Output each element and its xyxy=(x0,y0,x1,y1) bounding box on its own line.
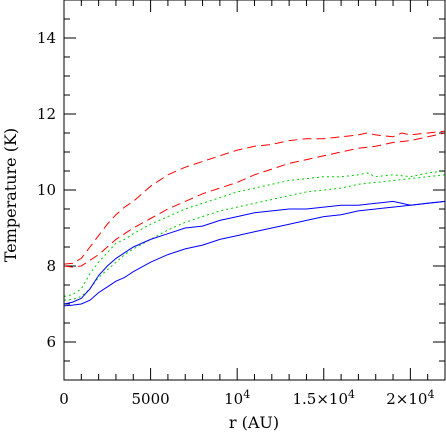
y-tick-label: 6 xyxy=(46,333,56,351)
x-tick-label: 104 xyxy=(224,388,250,408)
series-line-5 xyxy=(64,200,445,305)
y-axis-label: Temperature (K) xyxy=(1,128,20,262)
series-line-3 xyxy=(64,170,445,297)
y-tick-label: 14 xyxy=(37,29,56,47)
data-series xyxy=(64,130,445,307)
x-tick-label: 2×104 xyxy=(386,388,434,408)
x-axis-label: r (AU) xyxy=(229,413,279,432)
plot-frame xyxy=(63,0,446,381)
series-line-6 xyxy=(64,200,445,307)
tick-labels: 0 5000 104 1.5×104 2×104 6 8 10 12 14 xyxy=(37,29,435,408)
tick-marks xyxy=(63,0,446,381)
y-tick-label: 10 xyxy=(37,181,56,199)
series-line-4 xyxy=(64,174,445,301)
y-tick-label: 8 xyxy=(46,257,56,275)
x-tick-label: 5000 xyxy=(131,390,169,408)
x-tick-label: 0 xyxy=(59,390,69,408)
series-line-1 xyxy=(64,130,445,265)
x-tick-label: 1.5×104 xyxy=(293,388,356,408)
y-tick-label: 12 xyxy=(37,105,56,123)
series-line-2 xyxy=(64,132,445,268)
